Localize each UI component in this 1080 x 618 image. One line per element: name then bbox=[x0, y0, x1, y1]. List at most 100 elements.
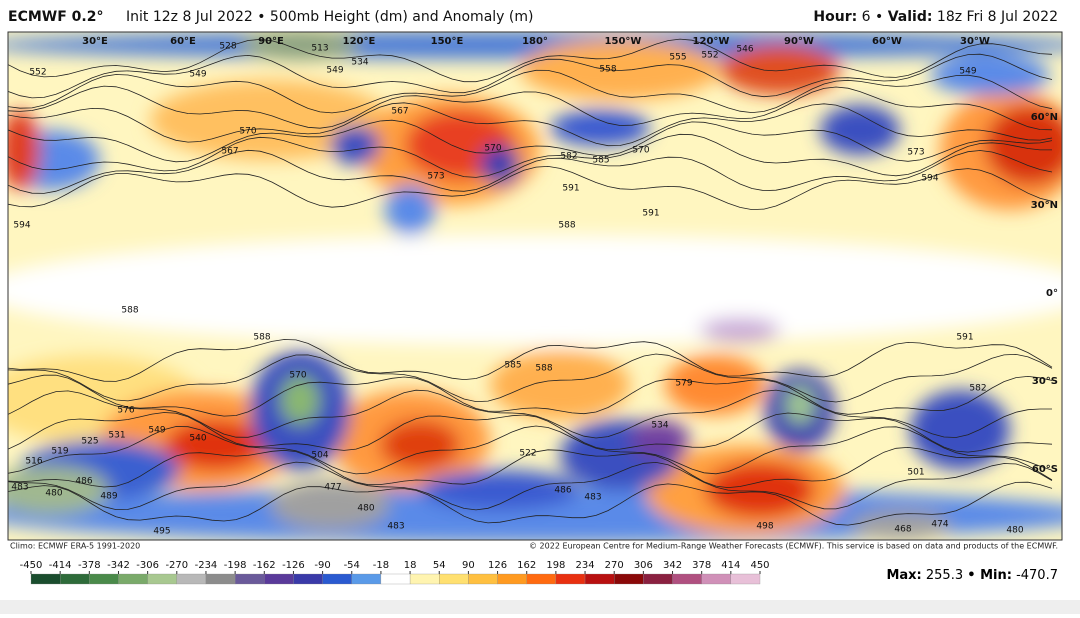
latitude-label: 30°S bbox=[1032, 376, 1058, 387]
colorbar-swatch bbox=[380, 573, 411, 585]
colorbar-swatch bbox=[468, 573, 498, 585]
contour-label: 474 bbox=[931, 520, 948, 530]
colorbar-label: -18 bbox=[373, 560, 389, 571]
colorbar-label: -270 bbox=[165, 560, 188, 571]
contour-label: 576 bbox=[117, 406, 134, 416]
anomaly-blob bbox=[850, 510, 950, 540]
anomaly-blob bbox=[630, 420, 690, 460]
contour-label: 570 bbox=[632, 146, 649, 156]
contour-line bbox=[8, 389, 1052, 439]
bottom-bar bbox=[0, 600, 1080, 614]
latitude-label: 60°S bbox=[1032, 464, 1058, 475]
contour-line bbox=[8, 85, 1053, 131]
contour-line bbox=[8, 38, 1053, 83]
header-bar bbox=[0, 0, 1080, 32]
colorbar-label: -306 bbox=[136, 560, 159, 571]
colorbar-label: 198 bbox=[546, 560, 565, 571]
climo: Climo: ECMWF ERA-5 1991-2020 bbox=[10, 542, 140, 551]
anomaly-blob bbox=[385, 185, 435, 235]
longitude-label: 90°W bbox=[784, 36, 814, 47]
contour-line bbox=[8, 481, 1053, 526]
contour-label: 486 bbox=[75, 477, 92, 487]
colorbar-label: 126 bbox=[488, 560, 507, 571]
contour-line bbox=[8, 374, 1053, 417]
contour-label: 540 bbox=[189, 434, 206, 444]
contour-label: 531 bbox=[108, 431, 125, 441]
max-min: Max: 255.3 • Min: -470.7 bbox=[886, 568, 1058, 583]
colorbar-swatch bbox=[147, 573, 177, 585]
min: -470.7 bbox=[1016, 568, 1058, 583]
contour-label: 591 bbox=[642, 209, 659, 219]
anomaly-blob bbox=[700, 318, 780, 342]
colorbar-label: -54 bbox=[344, 560, 360, 571]
contour-line bbox=[8, 102, 1053, 147]
contour-label: 588 bbox=[535, 364, 552, 374]
min-label: • Min: bbox=[967, 568, 1012, 583]
colorbar-swatch bbox=[176, 573, 207, 585]
contour-label: 495 bbox=[153, 527, 170, 537]
colorbar-label: 378 bbox=[692, 560, 711, 571]
contour-label: 549 bbox=[326, 66, 343, 76]
contour-label: 585 bbox=[592, 156, 609, 166]
contour-label: 582 bbox=[969, 384, 986, 394]
longitude-label: 150°W bbox=[605, 36, 642, 47]
contour-label: 516 bbox=[25, 457, 42, 467]
contours bbox=[8, 38, 1053, 526]
longitude-label: 60°W bbox=[872, 36, 902, 47]
contour-line bbox=[8, 425, 1053, 475]
longitude-label: 90°E bbox=[258, 36, 284, 47]
colorbar-swatch bbox=[351, 573, 382, 585]
colorbar-swatch bbox=[293, 573, 323, 585]
anomaly-blob bbox=[930, 55, 1050, 95]
colorbar-swatch bbox=[614, 573, 644, 585]
colorbar-label: 54 bbox=[433, 560, 446, 571]
contour-line bbox=[8, 339, 1053, 382]
contour-label: 483 bbox=[387, 522, 404, 532]
contour-label: 585 bbox=[504, 361, 521, 371]
colorbar-swatch bbox=[30, 573, 61, 585]
colorbar-swatch bbox=[89, 573, 119, 585]
valid-time: Hour: 6 • Valid: 18z Fri 8 Jul 2022 bbox=[813, 9, 1058, 25]
map bbox=[8, 32, 1062, 540]
contour-label: 483 bbox=[11, 483, 28, 493]
contour-label: 552 bbox=[701, 51, 718, 61]
anomaly-blob bbox=[330, 125, 380, 165]
colorbar-label: 450 bbox=[750, 560, 769, 571]
contour-label: 525 bbox=[81, 437, 98, 447]
colorbar-label: -126 bbox=[282, 560, 305, 571]
contour-line bbox=[8, 53, 1053, 99]
anomaly-blob bbox=[705, 462, 815, 518]
contour-line bbox=[8, 353, 1053, 403]
colorbar-swatch bbox=[584, 573, 615, 585]
latitude-label: 60°N bbox=[1031, 112, 1058, 123]
longitude-label: 120°W bbox=[693, 36, 730, 47]
colorbar-label: 306 bbox=[634, 560, 653, 571]
colorbar-swatch bbox=[701, 573, 731, 585]
contour-label: 522 bbox=[519, 449, 536, 459]
colorbar-label: 18 bbox=[404, 560, 417, 571]
contour-label: 486 bbox=[554, 486, 571, 496]
contour-label: 483 bbox=[584, 493, 601, 503]
contour-line bbox=[8, 119, 1053, 163]
anomaly-blob bbox=[520, 40, 720, 100]
contour-label: 546 bbox=[736, 45, 753, 55]
anomaly-blob bbox=[150, 80, 390, 160]
contour-label: 573 bbox=[427, 172, 444, 182]
colorbar-label: 414 bbox=[721, 560, 740, 571]
colorbar-label: -414 bbox=[49, 560, 72, 571]
colorbar-swatch bbox=[643, 573, 673, 585]
contour-label: 582 bbox=[560, 152, 577, 162]
contour-label: 489 bbox=[100, 492, 117, 502]
contour-label: 480 bbox=[357, 504, 374, 514]
anomaly-blob bbox=[985, 105, 1062, 185]
anomaly-blob bbox=[8, 235, 1062, 345]
contour-label: 594 bbox=[921, 174, 938, 184]
contour-line bbox=[8, 133, 1052, 178]
anomaly-blob bbox=[820, 105, 900, 155]
colorbar-label: 270 bbox=[605, 560, 624, 571]
contour-label: 501 bbox=[907, 468, 924, 478]
colorbar-swatch bbox=[672, 573, 702, 585]
contour-label: 558 bbox=[599, 65, 616, 75]
